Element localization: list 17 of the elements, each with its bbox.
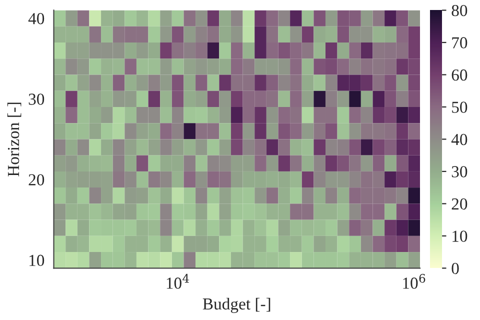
y-tick-label: 10 (30, 254, 44, 266)
color-bar-label: 50 (452, 102, 468, 113)
color-bar-label: 30 (452, 166, 468, 178)
color-bar-label: 70 (452, 37, 468, 48)
color-bar-label: 20 (452, 198, 468, 210)
color-bar-label: 80 (452, 4, 468, 16)
color-bar-label: 0 (452, 262, 459, 274)
color-bar-label: 40 (451, 134, 468, 146)
color-bar-label: 60 (452, 69, 468, 81)
x-tick-label: 10$^{4}$ (166, 274, 190, 289)
x-tick-label: 10$^{6}$ (403, 274, 426, 289)
y-axis-title: Horizon [-] (7, 102, 22, 176)
color-bar-label: 10 (452, 230, 468, 242)
y-tick-label: 40 (28, 13, 44, 24)
y-tick-label: 20 (28, 174, 44, 186)
y-tick-label: 30 (28, 94, 44, 105)
x-axis-title: Budget [-] (202, 298, 270, 314)
